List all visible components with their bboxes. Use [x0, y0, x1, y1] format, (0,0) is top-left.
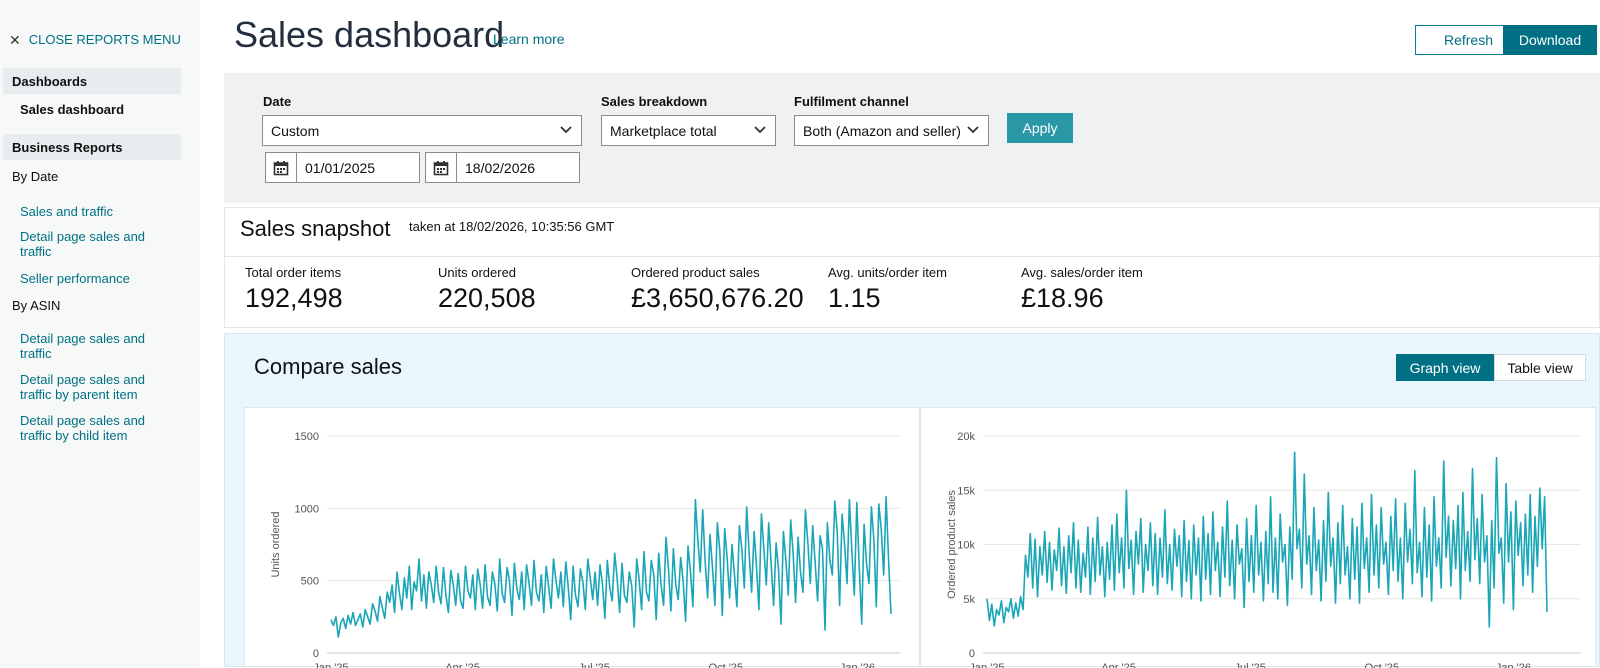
by-date-label: By Date: [12, 169, 59, 184]
compare-sales-title: Compare sales: [254, 354, 402, 379]
x-tick-label: Apr '25: [445, 662, 480, 668]
end-date-value: 18/02/2026: [465, 160, 536, 176]
y-tick-label: 0: [313, 648, 319, 660]
metric-total-order-items: Total order items 192,498: [245, 265, 343, 314]
y-tick-label: 20k: [957, 431, 975, 443]
metric-ordered-product-sales: Ordered product sales £3,650,676.20: [631, 265, 804, 314]
x-tick-label: Oct '25: [709, 662, 744, 668]
metric-value: 220,508: [438, 283, 536, 313]
y-tick-label: 1000: [295, 503, 319, 515]
x-tick-label: Apr '25: [1101, 662, 1136, 668]
ordered-product-sales-chart: 0 5k 10k 15k 20k Ordered product sales Jan '25…: [946, 431, 1581, 668]
chevron-down-icon: [967, 126, 979, 134]
close-icon: ✕: [9, 31, 21, 48]
sales-breakdown-select[interactable]: Marketplace total: [601, 115, 776, 146]
y-tick-label: 1500: [295, 431, 319, 443]
metric-value: 1.15: [828, 283, 881, 313]
date-range-select[interactable]: Custom: [262, 115, 582, 146]
fulfilment-channel-select[interactable]: Both (Amazon and seller): [794, 115, 989, 146]
sales-snapshot-header: [224, 207, 1600, 257]
date-filter-label: Date: [263, 94, 292, 109]
y-tick-label: 500: [301, 576, 319, 588]
business-reports-header: Business Reports: [3, 134, 181, 160]
metric-units-ordered: Units ordered 220,508: [438, 265, 536, 314]
sales-snapshot-metrics: [224, 257, 1600, 328]
sidebar-link-asin-parent-item[interactable]: Detail page sales and traffic by parent …: [20, 372, 146, 402]
metric-label: Ordered product sales: [631, 265, 760, 280]
y-axis-label: Ordered product sales: [946, 490, 958, 599]
sidebar-link-asin-detail-page[interactable]: Detail page sales and traffic: [20, 331, 146, 361]
y-tick-label: 5k: [963, 594, 975, 606]
metric-label: Total order items: [245, 265, 342, 280]
x-tick-label: Oct '25: [1365, 662, 1400, 668]
y-tick-label: 0: [969, 648, 975, 660]
sidebar-link-detail-page-sales-traffic[interactable]: Detail page sales and traffic: [20, 229, 146, 259]
chevron-down-icon: [754, 126, 766, 134]
close-menu-label: CLOSE REPORTS MENU: [28, 32, 181, 47]
close-reports-menu-button[interactable]: ✕ CLOSE REPORTS MENU: [9, 32, 181, 47]
sales-breakdown-label: Sales breakdown: [601, 94, 708, 109]
metric-label: Avg. units/order item: [828, 265, 947, 280]
metric-label: Units ordered: [438, 265, 517, 280]
y-tick-label: 10k: [957, 540, 975, 552]
reports-sidebar: ✕ CLOSE REPORTS MENU Dashboards Sales da…: [0, 0, 200, 667]
fulfilment-channel-label: Fulfilment channel: [794, 94, 909, 109]
start-date-value: 01/01/2025: [305, 160, 376, 176]
metric-label: Avg. sales/order item: [1021, 265, 1143, 280]
page-title: Sales dashboard: [234, 14, 505, 55]
sidebar-item-sales-dashboard[interactable]: Sales dashboard: [20, 102, 125, 117]
metric-avg-sales-per-order-item: Avg. sales/order item £18.96: [1021, 265, 1143, 314]
units-ordered-chart: 0 500 1000 1500 Units ordered Jan '25 Apr '25 J…: [270, 431, 900, 668]
metric-value: 192,498: [245, 283, 343, 313]
graph-view-toggle[interactable]: Graph view: [1396, 354, 1494, 381]
metric-avg-units-per-order-item: Avg. units/order item 1.15: [828, 265, 947, 314]
sidebar-link-sales-and-traffic[interactable]: Sales and traffic: [20, 204, 113, 219]
sales-breakdown-value: Marketplace total: [610, 123, 717, 139]
x-tick-label: Jan '26: [840, 662, 875, 668]
ordered-product-sales-chart-card: 0 5k 10k 15k 20k Ordered product sales Jan '25…: [920, 407, 1596, 668]
units-ordered-chart-card: 0 500 1000 1500 Units ordered Jan '25 Apr '25 J…: [244, 407, 920, 668]
sidebar-link-seller-performance[interactable]: Seller performance: [20, 271, 130, 286]
x-tick-label: Jan '25: [313, 662, 348, 668]
table-view-toggle[interactable]: Table view: [1494, 354, 1586, 381]
sales-snapshot-title: Sales snapshot: [240, 216, 391, 241]
metric-value: £3,650,676.20: [631, 283, 804, 313]
start-date-input[interactable]: 01/01/2025: [265, 152, 420, 183]
download-button[interactable]: Download: [1503, 25, 1597, 55]
learn-more-link[interactable]: Learn more: [493, 31, 565, 47]
dashboards-header: Dashboards: [3, 68, 181, 94]
snapshot-timestamp: taken at 18/02/2026, 10:35:56 GMT: [409, 219, 615, 234]
fulfilment-channel-value: Both (Amazon and seller): [803, 123, 961, 139]
date-range-value: Custom: [271, 123, 320, 139]
apply-button[interactable]: Apply: [1007, 113, 1073, 143]
x-tick-label: Jan '25: [969, 662, 1004, 668]
metric-value: £18.96: [1021, 283, 1104, 313]
sidebar-link-asin-child-item[interactable]: Detail page sales and traffic by child i…: [20, 413, 146, 443]
chevron-down-icon: [560, 126, 572, 134]
series-line: [330, 496, 892, 638]
y-tick-label: 15k: [957, 485, 975, 497]
x-tick-label: Jan '26: [1496, 662, 1531, 668]
x-tick-label: Jul '25: [578, 662, 609, 668]
x-tick-label: Jul '25: [1234, 662, 1265, 668]
series-line: [986, 451, 1548, 628]
end-date-input[interactable]: 18/02/2026: [425, 152, 580, 183]
calendar-icon[interactable]: [266, 153, 297, 182]
y-axis-label: Units ordered: [270, 511, 282, 577]
by-asin-label: By ASIN: [12, 298, 61, 313]
calendar-icon[interactable]: [426, 153, 457, 182]
